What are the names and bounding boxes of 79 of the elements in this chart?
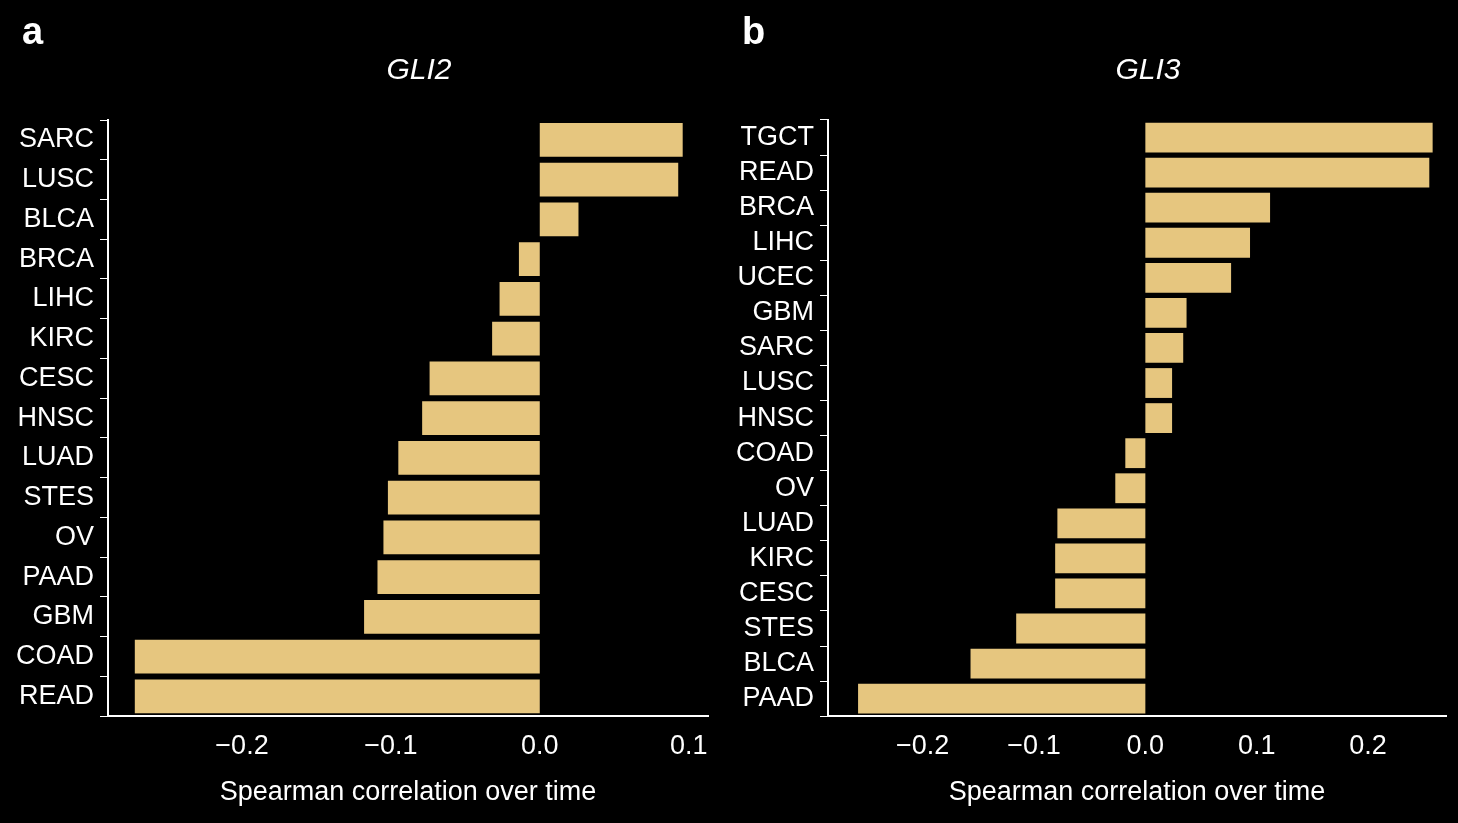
x-tick-label: 0.1 <box>669 729 708 760</box>
bar <box>387 480 540 515</box>
bar <box>1145 227 1251 258</box>
x-tick-label: 0.0 <box>1126 729 1165 760</box>
bar <box>1055 543 1146 574</box>
text: b <box>742 10 766 53</box>
bar <box>970 648 1146 679</box>
bar <box>1115 473 1146 504</box>
bar <box>1125 438 1146 469</box>
bar <box>539 122 683 157</box>
bar <box>518 242 540 277</box>
y-tick-label: KIRC <box>749 541 815 572</box>
bar <box>1055 578 1146 609</box>
bar <box>1145 122 1433 153</box>
y-tick-label: READ <box>738 156 815 187</box>
bar <box>364 599 540 634</box>
y-tick-label: LUAD <box>741 506 815 537</box>
y-tick-label: LIHC <box>752 226 815 257</box>
y-tick-label: BLCA <box>743 647 815 678</box>
bar <box>383 520 540 555</box>
x-axis-title: Spearman correlation over time <box>219 776 597 807</box>
y-tick-label: STES <box>23 481 95 512</box>
x-axis-title: Spearman correlation over time <box>948 776 1326 807</box>
bar <box>1145 333 1184 363</box>
x-tick-label: −0.2 <box>896 729 950 760</box>
bar <box>1145 192 1271 223</box>
y-tick-label: LUAD <box>21 441 95 472</box>
bar <box>499 281 540 316</box>
y-tick-label: UCEC <box>737 261 815 292</box>
bar <box>539 162 679 197</box>
bar <box>1145 297 1187 328</box>
x-tick-label: −0.1 <box>364 729 418 760</box>
y-tick-label: PAAD <box>742 682 815 713</box>
y-tick-label: COAD <box>735 436 815 467</box>
y-tick-label: BRCA <box>18 242 95 273</box>
y-tick-label: OV <box>54 520 95 551</box>
y-tick-label: SARC <box>18 123 95 154</box>
x-tick-label: −0.2 <box>215 729 269 760</box>
bar <box>492 321 540 356</box>
y-tick-label: CESC <box>18 361 95 392</box>
y-tick-label: READ <box>18 679 95 710</box>
y-tick-label: KIRC <box>29 322 95 353</box>
y-tick-label: LUSC <box>21 163 95 194</box>
y-tick-label: OV <box>774 471 815 502</box>
y-tick-label: SARC <box>738 331 815 362</box>
text: a <box>22 10 44 53</box>
bar <box>429 361 540 396</box>
y-tick-label: BLCA <box>23 202 95 233</box>
bar <box>422 401 540 435</box>
bar <box>539 202 579 237</box>
y-tick-label: HNSC <box>737 401 815 432</box>
x-tick-label: 0.0 <box>520 729 559 760</box>
bar <box>1145 403 1173 434</box>
y-tick-label: HNSC <box>17 401 95 432</box>
bar <box>858 683 1146 714</box>
chart-title: GLI3 <box>1114 52 1182 86</box>
y-tick-label: GBM <box>752 296 815 327</box>
bar <box>1057 508 1146 539</box>
y-tick-label: LUSC <box>741 366 815 397</box>
bar <box>134 679 540 714</box>
bar <box>398 440 540 475</box>
bar <box>1016 613 1146 644</box>
bar <box>377 560 540 594</box>
y-tick-label: TGCT <box>740 120 815 151</box>
bar <box>1145 368 1173 398</box>
y-tick-label: LIHC <box>32 282 95 313</box>
x-tick-label: 0.2 <box>1349 729 1387 760</box>
y-tick-label: STES <box>743 611 815 642</box>
y-tick-label: CESC <box>738 576 815 607</box>
bar <box>1145 157 1430 188</box>
x-tick-label: 0.1 <box>1237 729 1276 760</box>
x-tick-label: −0.1 <box>1007 729 1061 760</box>
bar <box>134 639 540 674</box>
y-tick-label: GBM <box>32 600 95 631</box>
bar <box>1145 262 1232 293</box>
y-tick-label: BRCA <box>738 191 815 222</box>
y-tick-label: COAD <box>15 640 95 671</box>
y-tick-label: PAAD <box>22 560 95 591</box>
chart-title: GLI2 <box>385 52 453 86</box>
